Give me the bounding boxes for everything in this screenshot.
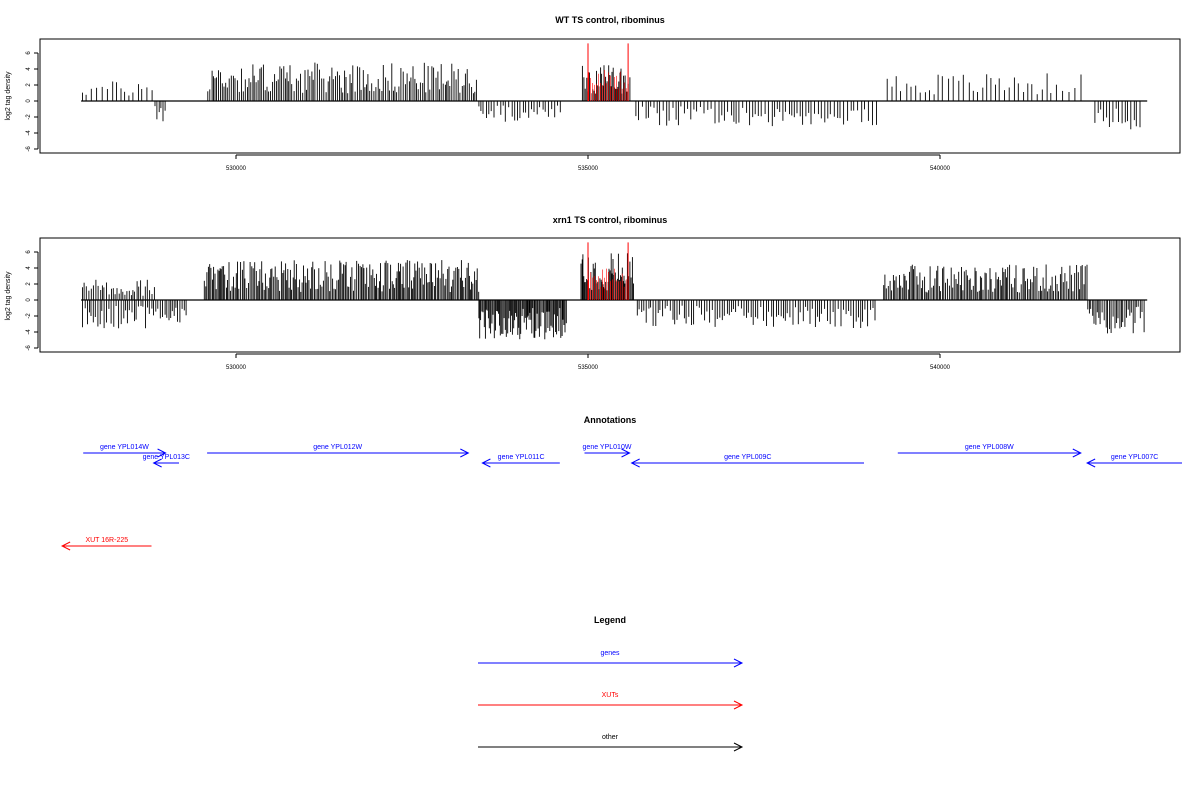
- feature-arrowhead: [481, 458, 491, 468]
- annotation-tracks: gene YPL014W gene YPL013C gene YPL012W gene…: [60, 444, 1182, 551]
- legend-item: XUTs: [478, 692, 744, 710]
- xrn1-y-axis-label: log2 tag density: [5, 271, 12, 321]
- feature-label: gene YPL013C: [143, 454, 190, 461]
- feature-arrowhead: [733, 658, 744, 668]
- xrn1-bars: [81, 242, 1148, 340]
- y-tick-label: 2: [26, 282, 32, 286]
- feature-arrowhead: [621, 448, 631, 458]
- y-tick-label: 6: [26, 250, 32, 254]
- feature-arrowhead: [1072, 448, 1082, 458]
- feature-label: gene YPL011C: [498, 454, 545, 461]
- y-tick-label: 4: [26, 67, 32, 71]
- xrn1-panel: xrn1 TS control, ribominus log2 tag dens…: [5, 215, 1181, 371]
- xrn1-panel-title: xrn1 TS control, ribominus: [553, 215, 668, 225]
- y-tick-label: -2: [26, 313, 32, 319]
- x-tick-label: 530000: [226, 365, 247, 371]
- feature-arrowhead: [60, 541, 71, 551]
- legend-title: Legend: [594, 615, 626, 625]
- wt-panel: WT TS control, ribominus log2 tag densit…: [5, 15, 1181, 172]
- feature-arrowhead: [157, 448, 167, 458]
- y-tick-label: -6: [26, 146, 32, 152]
- y-tick-label: 2: [26, 83, 32, 87]
- x-tick-label: 535000: [578, 365, 599, 371]
- feature-arrowhead: [733, 700, 744, 710]
- annotation-feature: gene YPL013C: [143, 454, 190, 468]
- feature-label: gene YPL007C: [1111, 454, 1158, 461]
- feature-arrowhead: [630, 458, 640, 468]
- y-tick-label: 0: [26, 298, 32, 302]
- feature-label: gene YPL009C: [724, 454, 771, 461]
- legend-item-label: XUTs: [602, 692, 619, 699]
- legend-item-label: other: [602, 734, 619, 741]
- xrn1-y-axis: -6 -4 -2 0 2 4 6: [26, 250, 39, 351]
- wt-y-axis: -6 -4 -2 0 2 4 6: [26, 51, 39, 152]
- annotations-title: Annotations: [584, 415, 637, 425]
- feature-label: XUT 16R-225: [85, 537, 128, 544]
- annotation-feature: gene YPL008W: [897, 444, 1082, 458]
- legend-item: genes: [478, 650, 744, 668]
- feature-label: gene YPL008W: [965, 444, 1014, 451]
- x-tick-label: 540000: [930, 365, 951, 371]
- y-tick-label: 6: [26, 51, 32, 55]
- wt-panel-title: WT TS control, ribominus: [555, 15, 665, 25]
- wt-plot-frame: [39, 38, 1181, 154]
- y-tick-label: -4: [26, 130, 32, 136]
- feature-arrowhead: [460, 448, 470, 458]
- annotation-feature: gene YPL007C: [1086, 454, 1182, 468]
- y-tick-label: -2: [26, 114, 32, 120]
- annotation-feature: gene YPL010W: [583, 444, 632, 458]
- feature-label: gene YPL010W: [583, 444, 632, 451]
- annotation-feature: XUT 16R-225: [60, 537, 152, 551]
- xrn1-plot-frame: [39, 237, 1181, 353]
- wt-y-axis-label: log2 tag density: [5, 71, 12, 121]
- xrn1-x-axis: 530000 535000 540000: [226, 353, 951, 371]
- y-tick-label: -4: [26, 329, 32, 335]
- feature-arrowhead: [1086, 458, 1096, 468]
- x-tick-label: 535000: [578, 166, 599, 172]
- y-tick-label: -6: [26, 345, 32, 351]
- x-tick-label: 540000: [930, 166, 951, 172]
- feature-arrowhead: [733, 742, 744, 752]
- wt-bars: [81, 43, 1148, 130]
- annotation-feature: gene YPL009C: [630, 454, 864, 468]
- annotation-feature: gene YPL014W: [83, 444, 167, 458]
- feature-arrowhead: [152, 458, 162, 468]
- legend-item: other: [478, 734, 744, 752]
- legend-item-label: genes: [600, 650, 620, 657]
- wt-x-axis: 530000 535000 540000: [226, 154, 951, 172]
- x-tick-label: 530000: [226, 166, 247, 172]
- y-tick-label: 4: [26, 266, 32, 270]
- y-tick-label: 0: [26, 99, 32, 103]
- legend: genes XUTs other: [478, 650, 744, 752]
- annotation-feature: gene YPL011C: [481, 454, 560, 468]
- feature-label: gene YPL014W: [100, 444, 149, 451]
- feature-label: gene YPL012W: [313, 444, 362, 451]
- annotation-feature: gene YPL012W: [207, 444, 470, 458]
